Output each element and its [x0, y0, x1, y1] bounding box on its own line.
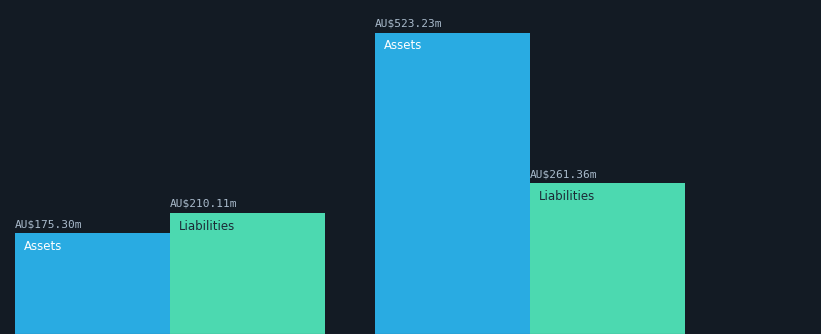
Bar — [530, 183, 685, 334]
Bar — [375, 33, 530, 334]
Text: Assets: Assets — [25, 240, 62, 253]
Text: AU$210.11m: AU$210.11m — [170, 199, 237, 209]
Text: Liabilities: Liabilities — [179, 220, 236, 233]
Bar — [170, 213, 325, 334]
Text: Liabilities: Liabilities — [539, 190, 595, 203]
Text: AU$175.30m: AU$175.30m — [15, 219, 82, 229]
Text: AU$261.36m: AU$261.36m — [530, 169, 598, 179]
Text: Assets: Assets — [384, 39, 423, 52]
Bar — [15, 233, 170, 334]
Text: AU$523.23m: AU$523.23m — [375, 19, 443, 29]
